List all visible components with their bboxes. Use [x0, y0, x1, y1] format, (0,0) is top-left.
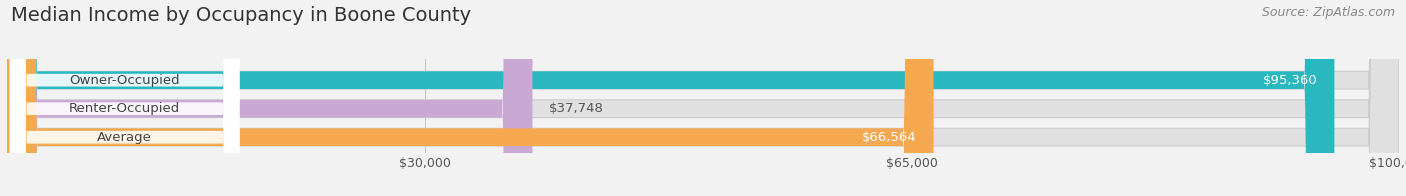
FancyBboxPatch shape [10, 0, 239, 196]
FancyBboxPatch shape [10, 0, 239, 196]
Text: Owner-Occupied: Owner-Occupied [69, 74, 180, 87]
Text: Renter-Occupied: Renter-Occupied [69, 102, 180, 115]
Text: $66,564: $66,564 [862, 131, 917, 144]
Text: Source: ZipAtlas.com: Source: ZipAtlas.com [1261, 6, 1395, 19]
FancyBboxPatch shape [7, 0, 1399, 196]
FancyBboxPatch shape [7, 0, 934, 196]
Text: Median Income by Occupancy in Boone County: Median Income by Occupancy in Boone Coun… [11, 6, 471, 25]
FancyBboxPatch shape [10, 0, 239, 196]
Text: Average: Average [97, 131, 152, 144]
FancyBboxPatch shape [7, 0, 1399, 196]
Text: $95,360: $95,360 [1263, 74, 1317, 87]
FancyBboxPatch shape [7, 0, 1399, 196]
Text: $37,748: $37,748 [550, 102, 605, 115]
FancyBboxPatch shape [7, 0, 533, 196]
FancyBboxPatch shape [7, 0, 1334, 196]
